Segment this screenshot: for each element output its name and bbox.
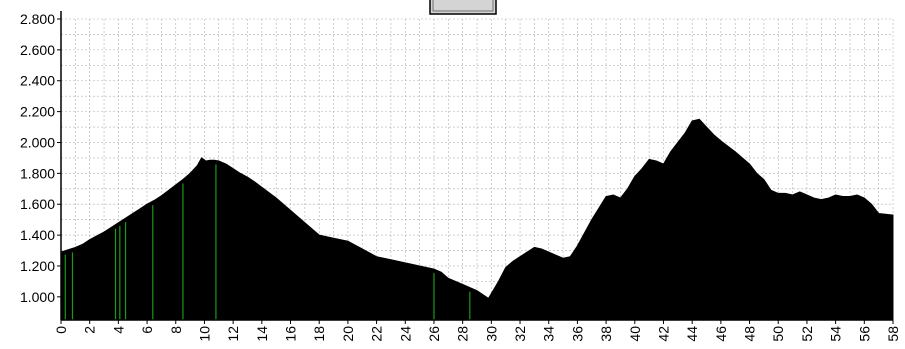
y-tick-label: 1.800 xyxy=(20,165,55,181)
y-tick-labels: 1.000 1.200 1.400 1.600 1.800 2.000 2.200 2.400… xyxy=(20,11,55,305)
y-tick-label: 1.600 xyxy=(20,196,55,212)
y-tick-label: 1.400 xyxy=(20,227,55,243)
x-tick-label: 26 xyxy=(426,326,442,342)
x-tick-label: 6 xyxy=(139,326,155,334)
x-tick-label: 18 xyxy=(311,326,327,342)
y-tick-label: 2.800 xyxy=(20,11,55,27)
x-tick-label: 36 xyxy=(569,326,585,342)
x-tick-label: 40 xyxy=(627,326,643,342)
x-tick-label: 32 xyxy=(512,326,528,342)
x-tick-label: 42 xyxy=(655,326,671,342)
x-tick-label: 46 xyxy=(713,326,729,342)
x-tick-label: 24 xyxy=(397,326,413,342)
x-tick-label: 12 xyxy=(225,326,241,342)
title-box-rect xyxy=(429,0,497,15)
elevation-area xyxy=(60,118,894,321)
x-tick-labels: 0 2 4 6 8 10 12 14 16 18 20 22 24 26 28 30 32 34 36 38 40 42 4… xyxy=(53,326,901,342)
y-tick-label: 2.000 xyxy=(20,134,55,150)
x-tick-label: 38 xyxy=(598,326,614,342)
x-tick-label: 2 xyxy=(82,326,98,334)
area-layer xyxy=(60,118,894,321)
x-tick-label: 14 xyxy=(254,326,270,342)
axes-layer xyxy=(57,11,894,324)
x-tick-label: 16 xyxy=(283,326,299,342)
marker-layer xyxy=(64,164,471,320)
y-tick-label: 2.200 xyxy=(20,104,55,120)
x-tick-label: 20 xyxy=(340,326,356,342)
x-tick-label: 4 xyxy=(110,326,126,334)
x-tick-label: 54 xyxy=(828,326,844,342)
y-tick-label: 2.400 xyxy=(20,73,55,89)
x-tick-label: 52 xyxy=(799,326,815,342)
x-tick-label: 58 xyxy=(885,326,901,342)
x-tick-label: 30 xyxy=(483,326,499,342)
x-tick-label: 48 xyxy=(742,326,758,342)
x-tick-label: 0 xyxy=(53,326,69,334)
y-tick-label: 1.200 xyxy=(20,258,55,274)
y-tick-label: 2.600 xyxy=(20,42,55,58)
x-tick-label: 8 xyxy=(168,326,184,334)
y-tick-label: 1.000 xyxy=(20,289,55,305)
x-tick-label: 44 xyxy=(684,326,700,342)
x-tick-label: 50 xyxy=(770,326,786,342)
title-box-inner xyxy=(432,0,494,12)
x-tick-label: 34 xyxy=(541,326,557,342)
x-tick-label: 28 xyxy=(455,326,471,342)
x-tick-label: 22 xyxy=(369,326,385,342)
title-box xyxy=(429,0,497,15)
x-tick-label: 56 xyxy=(856,326,872,342)
x-tick-label: 10 xyxy=(196,326,212,342)
